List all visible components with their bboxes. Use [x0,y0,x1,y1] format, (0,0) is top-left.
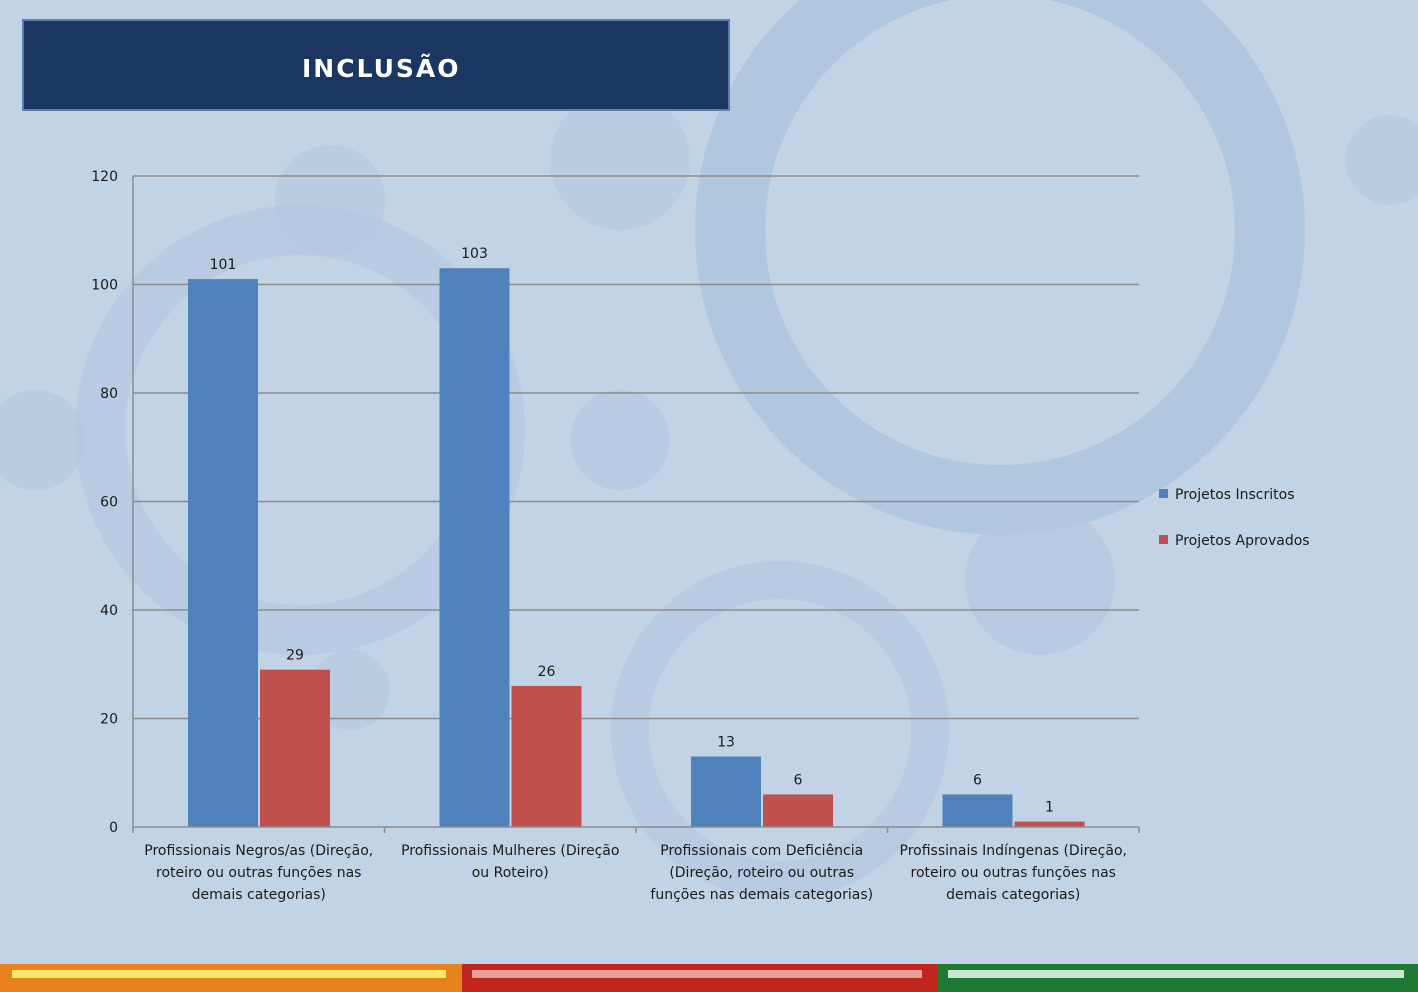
y-tick-label: 20 [100,712,118,728]
chart-axes: 0 20 40 60 80 100 120 Profissionais Negros/as (… [91,169,1140,903]
x-category-label: roteiro ou outras funções nas [911,865,1116,881]
y-tick-label: 120 [91,169,118,185]
x-category-label: (Direção, roteiro ou outras [669,865,854,881]
bar-inscritos [439,268,510,828]
footer-stripe-green [938,964,1418,992]
x-category-label: demais categorias) [946,887,1080,903]
title-banner: INCLUSÃO [22,19,730,111]
data-label: 29 [286,648,304,664]
bar-inscritos [188,279,258,827]
data-label: 103 [461,246,488,262]
data-label: 6 [794,772,803,788]
page-title: INCLUSÃO [302,54,461,83]
footer-stripe-red [462,964,938,992]
x-category-label: funções nas demais categorias) [650,887,873,903]
footer-stripe-orange [0,964,462,992]
x-category-label: roteiro ou outras funções nas [156,865,361,881]
x-category-label: Profissionais Mulheres (Direção [401,843,619,859]
y-tick-label: 80 [100,386,118,402]
x-category-label: Profissionais Negros/as (Direção, [144,843,373,859]
x-category-label: ou Roteiro) [472,865,549,881]
y-tick-label: 60 [100,495,118,511]
data-label: 6 [973,772,982,788]
x-category-label: demais categorias) [192,887,326,903]
legend-swatch [1159,535,1168,544]
x-category-label: Profissinais Indíngenas (Direção, [900,843,1127,859]
bar-inscritos [691,756,761,827]
legend-label: Projetos Aprovados [1175,533,1310,549]
bar-aprovados [511,685,582,827]
bar-aprovados [260,669,330,827]
data-label: 13 [717,734,735,750]
chart-bars [188,268,1085,828]
legend-label: Projetos Inscritos [1175,487,1295,503]
x-category-label: Profissionais com Deficiência [660,843,863,859]
data-label: 1 [1045,800,1054,816]
data-label: 26 [538,664,556,680]
y-tick-label: 100 [91,278,118,294]
bar-inscritos [942,794,1013,827]
chart-data-labels: 101 103 13 6 29 26 6 1 [210,246,1054,815]
legend-swatch [1159,489,1168,498]
bar-aprovados [1014,821,1085,827]
y-tick-label: 40 [100,603,118,619]
bar-aprovados [763,794,833,827]
chart-legend: Projetos Inscritos Projetos Aprovados [1159,487,1310,549]
data-label: 101 [210,257,237,273]
chart-gridlines [133,175,1139,720]
y-tick-label: 0 [109,820,118,836]
